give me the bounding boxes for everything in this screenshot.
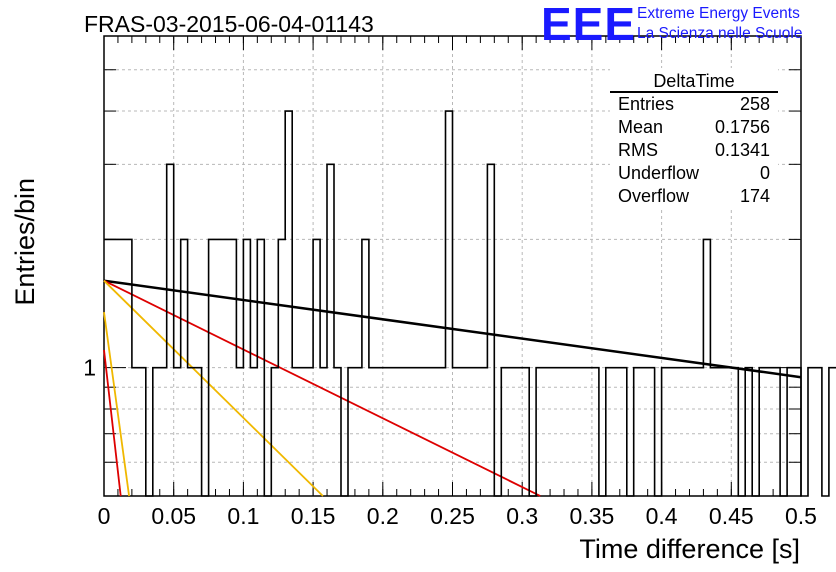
ticks-layer: 0 0.05 0.1 0.15 0.2 0.25 0.3 0.35 0.4 0.45 0.5 1 [83, 36, 817, 529]
stats-value: 0 [760, 163, 770, 183]
x-tick-label: 0.5 [785, 503, 817, 529]
stats-label: Entries [618, 94, 674, 114]
stats-value: 174 [740, 186, 770, 206]
stats-rows: Entries 258 Mean 0.1756 RMS 0.1341 Underflow 0 O… [618, 94, 770, 206]
logo-line-2: La Scienza nelle Scuole [637, 25, 802, 42]
x-tick-label: 0.4 [646, 503, 678, 529]
x-tick-label: 0.2 [367, 503, 399, 529]
x-tick-label: 0 [98, 503, 111, 529]
y-tick-label: 1 [83, 355, 96, 381]
stats-value: 258 [740, 94, 770, 114]
stats-box-title: DeltaTime [653, 71, 734, 91]
x-tick-label: 0.25 [430, 503, 475, 529]
logo-line-1: Extreme Energy Events [637, 5, 800, 22]
x-tick-label: 0.05 [151, 503, 196, 529]
x-tick-label: 0.35 [570, 503, 615, 529]
stats-value: 0.1756 [715, 117, 770, 137]
x-tick-label: 0.15 [291, 503, 336, 529]
x-tick-label: 0.45 [709, 503, 754, 529]
stats-label: Underflow [618, 163, 700, 183]
stats-label: Overflow [618, 186, 690, 206]
fit-line [103, 279, 541, 497]
stats-label: RMS [618, 140, 658, 160]
fit-line [103, 280, 324, 497]
histogram-layer [104, 110, 836, 497]
fit-line [103, 349, 122, 497]
logo-acronym: EEE [541, 0, 636, 50]
stats-box: DeltaTime Entries 258 Mean 0.1756 RMS 0.1341 U… [610, 68, 778, 210]
fit-line [103, 311, 130, 497]
y-axis-label: Entries/bin [10, 178, 40, 306]
histogram-outline [104, 110, 836, 497]
x-tick-label: 0.3 [506, 503, 538, 529]
x-axis-label: Time difference [s] [579, 534, 800, 564]
chart-title: FRAS-03-2015-06-04-01143 [84, 11, 374, 37]
stats-label: Mean [618, 117, 663, 137]
x-tick-label: 0.1 [227, 503, 259, 529]
stats-value: 0.1341 [715, 140, 770, 160]
